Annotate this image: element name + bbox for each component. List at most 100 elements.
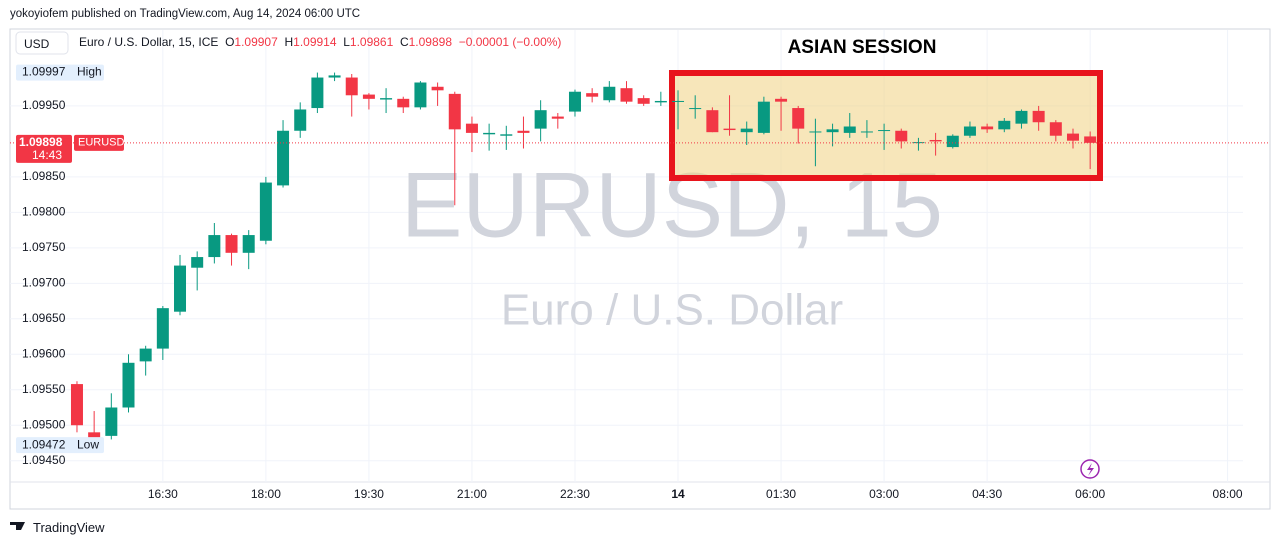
last-price: 1.09898 xyxy=(19,135,63,149)
candle-body xyxy=(397,98,410,108)
candle-body xyxy=(294,109,307,131)
x-tick-label: 01:30 xyxy=(766,487,796,501)
footer-brand: TradingView xyxy=(33,520,105,535)
candle-body xyxy=(328,75,341,78)
candle-body xyxy=(277,130,290,186)
candle-body xyxy=(775,98,788,102)
x-tick-label: 04:30 xyxy=(972,487,1002,501)
marker-badge xyxy=(16,64,104,81)
candle-body xyxy=(895,130,908,142)
candle-body xyxy=(1066,133,1079,141)
candle-body xyxy=(689,108,702,110)
candle-body xyxy=(414,82,427,108)
candle-body xyxy=(672,100,685,102)
candle-body xyxy=(345,77,358,96)
event-bolt xyxy=(1087,463,1094,476)
candle-body xyxy=(929,139,942,142)
candle-body xyxy=(998,120,1011,130)
marker-badge xyxy=(16,437,104,454)
y-tick-label: 1.09800 xyxy=(22,205,66,219)
symbol-label: EURUSD xyxy=(78,137,125,149)
candle-body xyxy=(620,88,633,102)
y-tick-label: 1.09650 xyxy=(22,311,66,325)
y-tick-label: 1.09600 xyxy=(22,346,66,360)
currency-button[interactable] xyxy=(15,31,69,55)
candle-body xyxy=(551,116,564,119)
x-tick-label: 14 xyxy=(671,487,685,501)
x-tick-label: 06:00 xyxy=(1075,487,1105,501)
candle-body xyxy=(311,77,324,109)
candle-body xyxy=(70,384,83,426)
candle-body xyxy=(637,98,650,104)
candle-body xyxy=(465,123,478,133)
candle-body xyxy=(431,86,444,91)
candle-body xyxy=(380,98,393,100)
change: −0.00001 (−0.00%) xyxy=(458,35,562,49)
currency: USD xyxy=(24,37,50,51)
x-tick-label: 16:30 xyxy=(148,487,178,501)
candle-body xyxy=(448,93,461,130)
candle-body xyxy=(483,132,496,135)
candle-body xyxy=(981,126,994,130)
candle-body xyxy=(792,108,805,129)
y-tick-label: 1.09700 xyxy=(22,275,66,289)
annotation: ASIAN SESSION xyxy=(788,37,937,58)
candle-body xyxy=(586,93,599,97)
marker-value: 1.09997 xyxy=(22,65,66,79)
x-tick-label: 18:00 xyxy=(251,487,281,501)
ohlc-value: 1.09861 xyxy=(349,35,394,49)
candle-body xyxy=(723,128,736,131)
x-tick-label: 19:30 xyxy=(354,487,384,501)
y-tick-label: 1.09950 xyxy=(22,98,66,112)
ohlc-value: 1.09907 xyxy=(234,35,278,49)
candle-body xyxy=(225,235,238,253)
candle-body xyxy=(1084,136,1097,143)
publisher: yokoyiofem published on TradingView.com,… xyxy=(10,8,361,20)
marker-label: High xyxy=(77,65,102,79)
candle-body xyxy=(139,348,152,362)
candle-body xyxy=(362,94,375,99)
candle-body xyxy=(843,126,856,133)
candle-body xyxy=(706,110,719,133)
y-tick-label: 1.09450 xyxy=(22,453,66,467)
session-box xyxy=(669,70,1103,181)
last-price-badge xyxy=(16,134,72,163)
y-tick-label: 1.09850 xyxy=(22,169,66,183)
candle-body xyxy=(242,235,255,253)
candle-body xyxy=(757,101,770,133)
candle-body xyxy=(174,265,187,312)
y-tick-label: 1.09550 xyxy=(22,382,66,396)
ohlc-letter: O xyxy=(225,35,235,49)
candle-body xyxy=(259,182,272,241)
ohlc-value: 1.09898 xyxy=(408,35,453,49)
candle-body xyxy=(1049,122,1062,136)
candle-body xyxy=(500,134,513,136)
candle-body xyxy=(156,308,169,349)
y-tick-label: 1.09500 xyxy=(22,417,66,431)
x-tick-label: 22:30 xyxy=(560,487,590,501)
candle-body xyxy=(568,91,581,112)
legend-name: Euro / U.S. Dollar, 15, ICE xyxy=(79,35,219,49)
candle-body xyxy=(946,135,959,148)
candle-body xyxy=(191,257,204,268)
event-icon[interactable] xyxy=(1080,459,1100,479)
candle-body xyxy=(878,130,891,132)
x-tick-label: 21:00 xyxy=(457,487,487,501)
ohlc-letter: C xyxy=(399,35,409,49)
ohlc-value: 1.09914 xyxy=(293,35,337,49)
marker-value: 1.09472 xyxy=(22,437,66,451)
countdown: 14:43 xyxy=(32,148,62,162)
x-tick-label: 03:00 xyxy=(869,487,899,501)
ohlc-letter: H xyxy=(284,35,294,49)
candle-body xyxy=(105,407,118,436)
symbol-badge xyxy=(74,134,124,151)
chart-frame xyxy=(9,28,1271,510)
candle-body xyxy=(534,110,547,129)
overlay: 1.09950 1.09850 1.09800 1.09750 1.09700 1.096… xyxy=(10,64,1270,501)
marker-label: Low xyxy=(77,437,99,451)
candle-body xyxy=(603,86,616,101)
x-tick-label: 08:00 xyxy=(1213,487,1243,501)
candle-body xyxy=(654,100,667,103)
candle-body xyxy=(122,362,135,408)
